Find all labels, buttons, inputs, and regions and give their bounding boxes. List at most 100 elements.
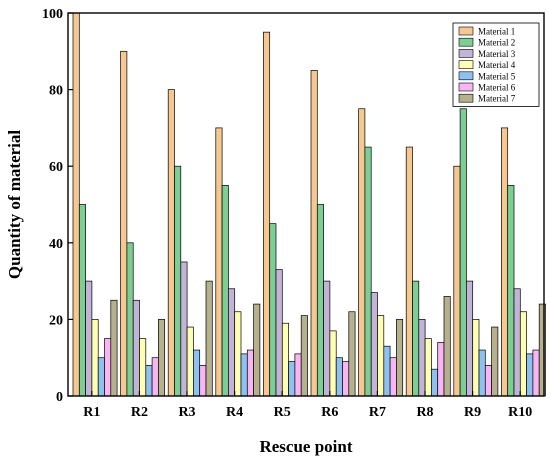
bar-r1-material-5 (97, 357, 105, 397)
bar-r1-material-4 (91, 319, 99, 397)
bar-r9-material-5 (478, 349, 486, 397)
bar-r4-material-5 (240, 353, 248, 397)
bar-r3-material-4 (186, 326, 194, 397)
bars-layer (72, 12, 546, 397)
bar-r2-material-1 (120, 50, 128, 397)
bar-r5-material-4 (281, 322, 289, 397)
bar-r8-material-3 (418, 319, 426, 397)
bar-r6-material-1 (310, 70, 318, 397)
bar-r5-material-6 (294, 353, 302, 397)
x-tick-label-r8: R8 (416, 405, 433, 420)
bar-r4-material-1 (215, 127, 223, 397)
bar-r9-material-6 (484, 365, 492, 397)
legend-label-material-5: Material 5 (478, 71, 516, 81)
legend-swatch-material-6 (458, 82, 474, 92)
bar-r9-material-1 (453, 165, 461, 397)
bar-r4-material-3 (228, 288, 236, 397)
bar-r8-material-6 (437, 342, 445, 397)
x-tick-label-r2: R2 (131, 405, 148, 420)
legend-swatch-material-1 (458, 26, 474, 36)
bar-r5-material-2 (269, 223, 277, 397)
legend-label-material-6: Material 6 (478, 83, 516, 93)
legend-label-material-1: Material 1 (478, 27, 515, 37)
bar-r6-material-6 (342, 361, 350, 397)
bar-r4-material-6 (246, 349, 254, 397)
bar-r9-material-3 (466, 280, 474, 397)
x-tick-label-r9: R9 (464, 405, 481, 420)
bar-r7-material-5 (383, 345, 391, 397)
legend-swatch-material-7 (458, 93, 474, 103)
bar-r2-material-6 (151, 357, 159, 397)
bar-r8-material-7 (443, 296, 451, 397)
bar-r8-material-1 (405, 146, 413, 397)
bar-r5-material-7 (300, 315, 308, 397)
bar-r1-material-2 (78, 204, 86, 397)
bar-r6-material-2 (316, 204, 324, 397)
bar-r4-material-2 (221, 185, 229, 397)
legend-label-material-2: Material 2 (478, 38, 515, 48)
bar-r10-material-2 (507, 185, 515, 397)
bar-r3-material-1 (167, 89, 175, 397)
bar-r7-material-4 (377, 315, 385, 397)
bar-r3-material-7 (205, 280, 213, 397)
bar-r6-material-5 (335, 357, 343, 397)
legend-swatch-material-5 (458, 71, 474, 81)
legend-swatch-material-3 (458, 49, 474, 58)
bar-r1-material-3 (85, 280, 93, 397)
bar-r3-material-3 (180, 261, 188, 397)
bar-r9-material-4 (472, 319, 480, 397)
bar-r2-material-7 (158, 319, 166, 397)
bar-r9-material-2 (459, 108, 467, 397)
axes-layer: 0 20 40 60 80 100 R1 R2 R3 R4 R5 R6 R7 R8 R9 R10 (42, 7, 545, 420)
y-axis-title: Quantity of material (5, 130, 24, 279)
bar-r7-material-3 (370, 292, 378, 397)
bar-r3-material-2 (174, 165, 182, 397)
bar-r1-material-1 (72, 12, 80, 397)
bar-r2-material-3 (132, 299, 140, 397)
y-tick-label-40: 40 (49, 237, 63, 252)
bar-r8-material-5 (431, 368, 439, 397)
bar-r5-material-1 (263, 31, 271, 397)
y-tick-label-60: 60 (49, 160, 63, 175)
bar-r3-material-5 (193, 349, 201, 397)
bar-r1-material-6 (104, 338, 112, 397)
bar-r10-material-6 (532, 349, 540, 397)
x-axis-title: Rescue point (259, 437, 352, 456)
legend-label-material-4: Material 4 (478, 60, 516, 70)
bar-r8-material-2 (412, 280, 420, 397)
bar-r4-material-4 (234, 311, 242, 397)
bar-r10-material-4 (519, 311, 527, 397)
bar-r3-material-6 (199, 365, 207, 397)
bar-r4-material-7 (253, 303, 261, 397)
x-tick-label-r5: R5 (274, 405, 291, 420)
plot-frame (67, 12, 545, 397)
legend-swatch-material-4 (458, 60, 474, 69)
legend-label-material-7: Material 7 (478, 94, 516, 104)
y-tick-label-20: 20 (49, 313, 63, 328)
x-tick-label-r1: R1 (83, 405, 100, 420)
legend-swatch-material-2 (458, 37, 474, 47)
x-tick-label-r4: R4 (226, 405, 243, 420)
bar-r6-material-7 (348, 311, 356, 397)
y-tick-label-100: 100 (42, 7, 63, 22)
bar-r8-material-4 (424, 338, 432, 397)
bar-r10-material-3 (513, 288, 521, 397)
x-tick-label-r6: R6 (321, 405, 338, 420)
bar-r2-material-5 (145, 365, 153, 397)
legend-label-material-3: Material 3 (478, 49, 516, 59)
bar-r1-material-7 (110, 299, 118, 397)
bar-r7-material-1 (358, 108, 366, 397)
bar-r5-material-5 (288, 361, 296, 397)
x-tick-label-r7: R7 (369, 405, 386, 420)
bar-r10-material-5 (526, 353, 534, 397)
bar-r2-material-4 (139, 338, 147, 397)
bar-r9-material-7 (491, 326, 499, 397)
y-tick-label-0: 0 (56, 390, 63, 405)
bar-r7-material-2 (364, 146, 372, 397)
bar-r10-material-1 (501, 127, 509, 397)
y-tick-label-80: 80 (49, 84, 63, 99)
bar-r7-material-6 (389, 357, 397, 397)
x-tick-label-r3: R3 (178, 405, 195, 420)
